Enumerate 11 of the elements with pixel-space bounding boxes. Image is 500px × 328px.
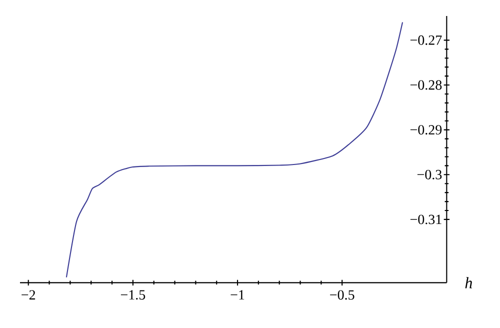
x-tick-label: −0.5 (330, 290, 354, 300)
y-tick-label: −0.29 (410, 125, 442, 135)
line-series (66, 22, 404, 278)
x-tick-label: −1.5 (120, 290, 146, 300)
y-tick-label: −0.3 (417, 170, 442, 180)
x-tick-label: −2 (22, 290, 36, 300)
y-tick-label: −0.31 (410, 214, 442, 224)
y-tick-label: −0.28 (410, 80, 442, 90)
y-tick-label: −0.27 (410, 35, 442, 45)
x-tick-label: −1 (230, 290, 244, 300)
x-axis-title: h (465, 277, 472, 288)
